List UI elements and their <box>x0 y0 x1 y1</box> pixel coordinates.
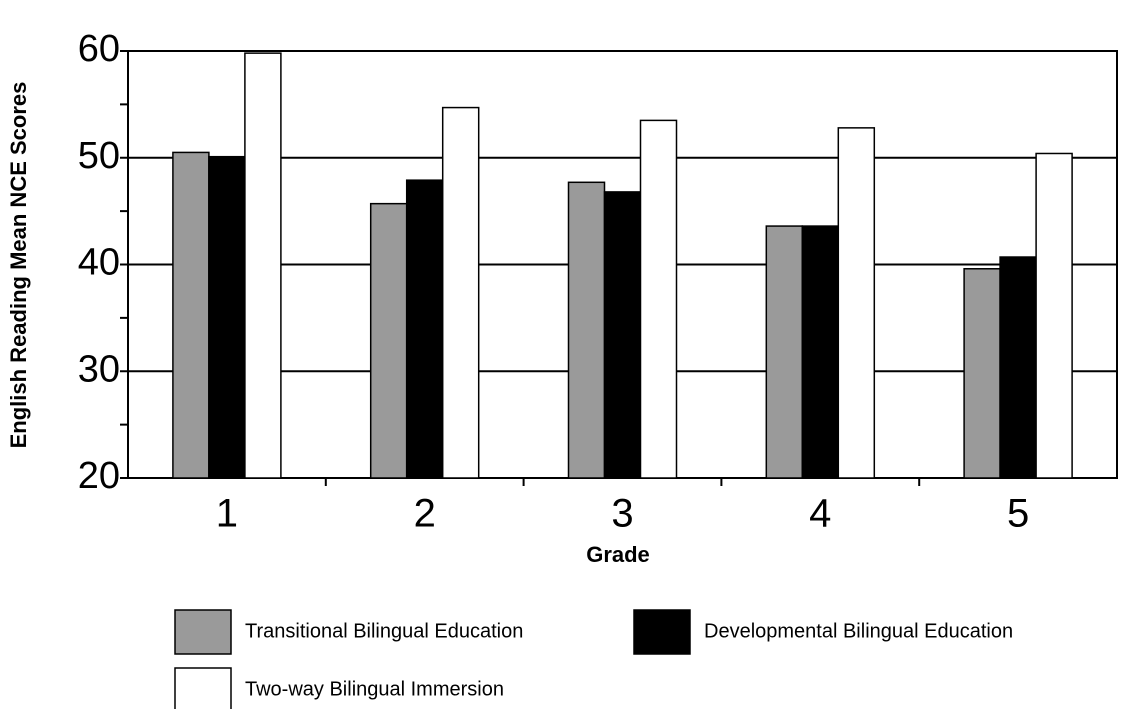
legend-label: Transitional Bilingual Education <box>245 620 523 642</box>
y-axis-title: English Reading Mean NCE Scores <box>6 82 31 449</box>
bar <box>369 202 408 479</box>
y-tick-label: 60 <box>78 28 120 70</box>
bar <box>244 52 282 479</box>
y-tick-label: 50 <box>78 135 120 177</box>
bar <box>603 191 642 479</box>
bar <box>208 155 246 479</box>
y-tick-label: 40 <box>78 242 120 284</box>
y-tick-label: 20 <box>78 455 120 497</box>
x-axis-title: Grade <box>586 542 650 567</box>
legend-label: Two-way Bilingual Immersion <box>245 678 504 700</box>
bar <box>963 268 1001 479</box>
x-tick-label: 5 <box>1007 492 1029 536</box>
bar <box>567 181 606 479</box>
bar <box>837 127 876 479</box>
x-tick-label: 3 <box>611 492 633 536</box>
bar <box>765 225 804 479</box>
bar <box>639 119 678 479</box>
bar <box>441 106 480 479</box>
legend-swatch <box>633 609 691 655</box>
x-tick-label: 2 <box>414 492 436 536</box>
bar <box>1035 152 1073 479</box>
bar <box>801 225 840 479</box>
x-tick-label: 4 <box>809 492 831 536</box>
bar <box>999 256 1037 479</box>
legend-swatch <box>174 609 232 655</box>
bar <box>405 179 444 479</box>
y-tick-label: 30 <box>78 348 120 390</box>
x-tick-label: 1 <box>216 492 238 536</box>
bar <box>172 151 210 479</box>
legend-label: Developmental Bilingual Education <box>704 620 1013 642</box>
legend-swatch <box>174 667 232 709</box>
